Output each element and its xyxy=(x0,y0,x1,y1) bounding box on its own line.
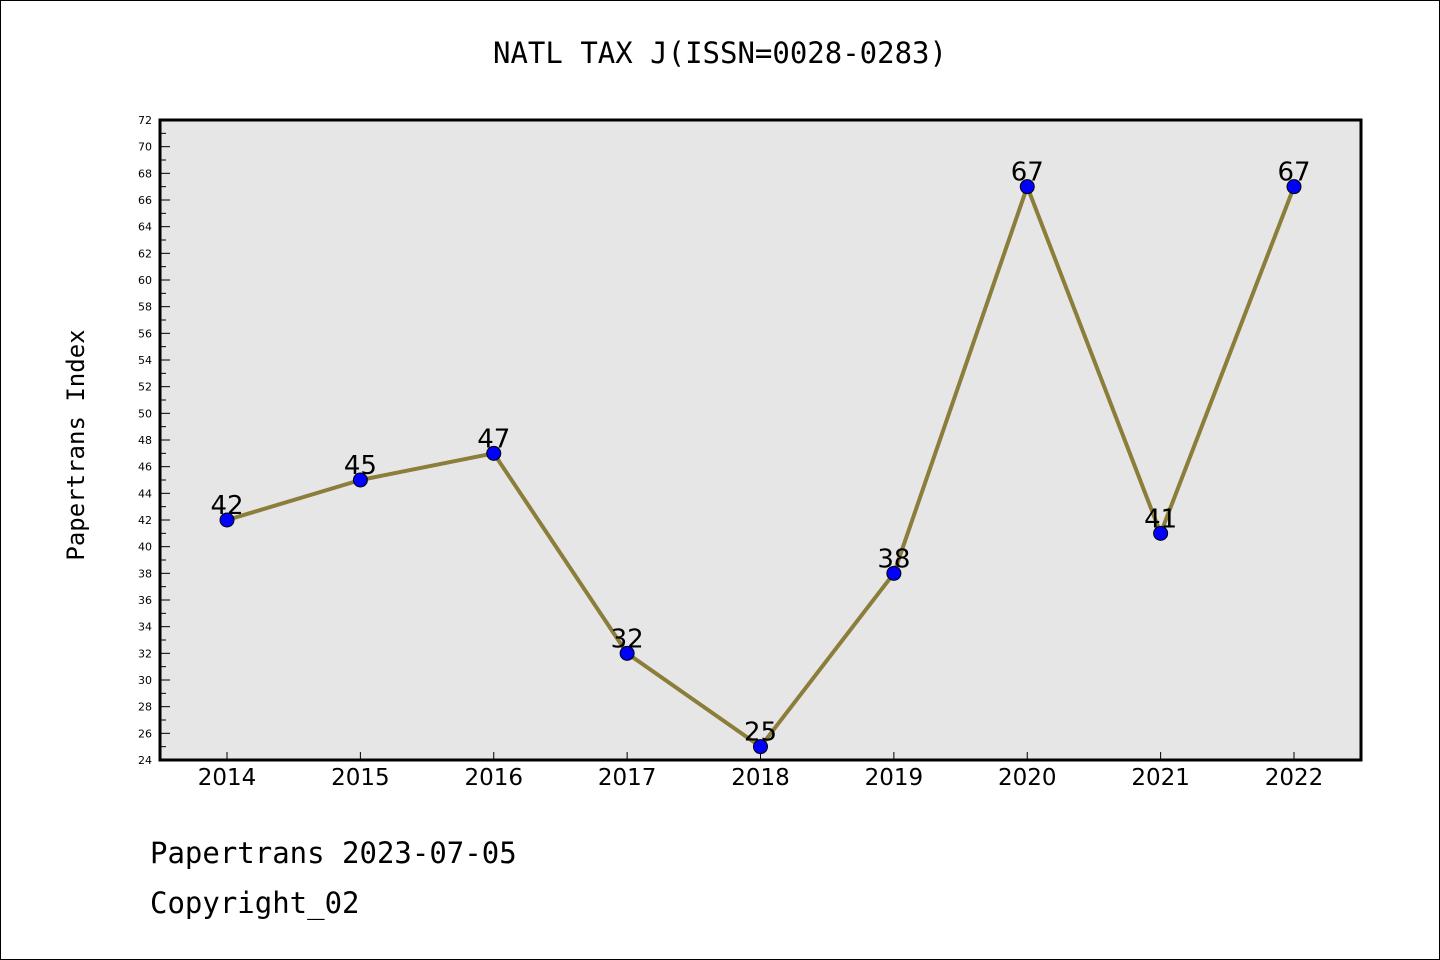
data-label: 25 xyxy=(744,718,777,748)
x-tick-label: 2021 xyxy=(1131,765,1190,791)
x-tick-label: 2016 xyxy=(464,765,523,791)
data-label: 38 xyxy=(877,544,910,574)
x-tick-label: 2020 xyxy=(998,765,1057,791)
y-tick-label: 32 xyxy=(138,647,152,660)
y-tick-label: 68 xyxy=(138,167,152,180)
data-point xyxy=(1286,179,1302,195)
plot-area xyxy=(160,120,1361,760)
data-point xyxy=(486,445,502,461)
data-label: 67 xyxy=(1277,158,1310,188)
y-tick-label: 34 xyxy=(138,621,152,634)
chart-title: NATL TAX J(ISSN=0028-0283) xyxy=(493,36,947,70)
y-tick-label: 24 xyxy=(138,754,152,767)
data-label: 67 xyxy=(1011,158,1044,188)
x-tick-label: 2022 xyxy=(1265,765,1324,791)
data-point xyxy=(352,472,368,488)
y-tick-label: 28 xyxy=(138,701,152,714)
x-tick-label: 2015 xyxy=(331,765,390,791)
plot-border xyxy=(158,118,1363,762)
y-tick-label: 60 xyxy=(138,274,152,287)
y-tick-label: 44 xyxy=(138,487,152,500)
data-label: 45 xyxy=(344,451,377,481)
y-tick-label: 42 xyxy=(138,514,152,527)
data-point xyxy=(1153,525,1169,541)
data-point xyxy=(619,645,635,661)
footer-date-line: Papertrans 2023-07-05 xyxy=(150,836,517,870)
y-tick-label: 70 xyxy=(138,141,152,154)
y-tick-label: 56 xyxy=(138,327,152,340)
y-tick-label: 50 xyxy=(138,407,152,420)
footer-copyright-line: Copyright_02 xyxy=(150,886,360,920)
y-tick-label: 48 xyxy=(138,434,152,447)
y-tick-label: 64 xyxy=(138,221,152,234)
x-tick-label: 2018 xyxy=(731,765,790,791)
data-label: 32 xyxy=(611,624,644,654)
y-tick-label: 62 xyxy=(138,247,152,260)
y-tick-label: 54 xyxy=(138,354,152,367)
x-tick-label: 2019 xyxy=(865,765,924,791)
y-tick-label: 66 xyxy=(138,194,152,207)
y-tick-label: 46 xyxy=(138,461,152,474)
data-point xyxy=(886,565,902,581)
x-tick-label: 2017 xyxy=(598,765,657,791)
data-label: 42 xyxy=(210,491,243,521)
data-point xyxy=(1019,179,1035,195)
data-label: 47 xyxy=(477,424,510,454)
x-tick-label: 2014 xyxy=(198,765,257,791)
y-tick-label: 38 xyxy=(138,567,152,580)
y-tick-label: 52 xyxy=(138,381,152,394)
y-tick-label: 36 xyxy=(138,594,152,607)
y-tick-label: 58 xyxy=(138,301,152,314)
y-tick-label: 30 xyxy=(138,674,152,687)
y-tick-label: 26 xyxy=(138,727,152,740)
data-point xyxy=(219,512,235,528)
y-tick-label: 72 xyxy=(138,114,152,127)
data-point xyxy=(753,739,768,755)
y-tick-label: 40 xyxy=(138,541,152,554)
data-label: 41 xyxy=(1144,504,1177,534)
